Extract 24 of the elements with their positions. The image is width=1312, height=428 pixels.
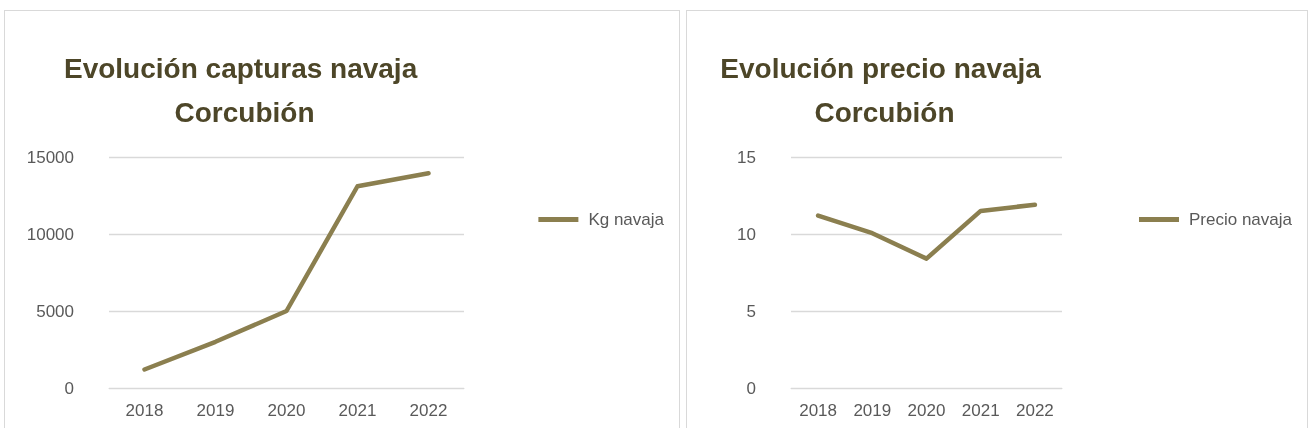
chart-title: Evolución capturas navaja Corcubión — [63, 52, 426, 128]
x-tick-label: 2018 — [799, 401, 838, 420]
x-tick-label: 2019 — [853, 401, 892, 420]
y-tick-label: 0 — [64, 378, 74, 398]
y-tick-label: 15 — [737, 147, 756, 167]
x-tick-label: 2022 — [409, 401, 448, 420]
y-tick-label: 0 — [746, 378, 756, 398]
x-tick-label: 2021 — [338, 401, 377, 420]
y-tick-label: 5 — [746, 301, 756, 321]
x-tick-label: 2022 — [1015, 401, 1054, 420]
y-tick-label: 5000 — [36, 301, 74, 321]
line-series — [815, 202, 1038, 261]
x-tick-label: 2021 — [961, 401, 1000, 420]
chart-title: Evolución precio navaja Corcubión — [720, 52, 1049, 128]
legend-label: Kg navaja — [588, 210, 665, 229]
x-tick-label: 2018 — [125, 401, 164, 420]
legend-label: Precio navaja — [1189, 210, 1293, 229]
line-series — [142, 170, 431, 372]
x-tick-label: 2020 — [267, 401, 306, 420]
y-tick-label: 10000 — [26, 224, 74, 244]
y-tick-label: 10 — [737, 224, 756, 244]
x-tick-label: 2019 — [196, 401, 235, 420]
x-tick-label: 2020 — [907, 401, 946, 420]
y-tick-label: 15000 — [26, 147, 74, 167]
